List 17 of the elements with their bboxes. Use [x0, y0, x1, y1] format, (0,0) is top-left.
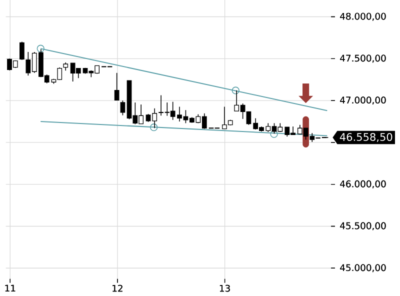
candlestick — [114, 72, 120, 101]
y-tick-label: 47.000,00 — [340, 96, 386, 105]
point — [232, 86, 240, 94]
y-tick-label: 46.000,00 — [340, 180, 386, 188]
y-tick-label: 47.500,00 — [340, 54, 386, 63]
x-tick-label: 11 — [5, 285, 16, 292]
candlestick — [120, 100, 126, 116]
y-tick-label: 45.000,00 — [340, 264, 386, 272]
point — [36, 44, 44, 53]
x-tick-label: 13 — [220, 285, 230, 292]
y-tick-label: 45.500,00 — [340, 222, 386, 230]
ref-line-label: 46.558,50 — [340, 133, 392, 142]
point — [150, 124, 158, 132]
candlestick — [20, 42, 24, 60]
y-tick-label: 48.000,00 — [340, 13, 386, 21]
point — [270, 130, 278, 138]
x-tick-label: 12 — [112, 285, 122, 292]
